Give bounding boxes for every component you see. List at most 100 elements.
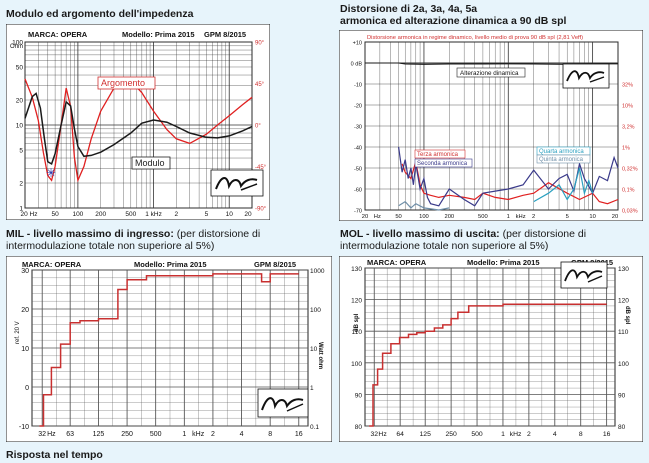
mil-x-tick: 125 [93, 431, 105, 438]
distortion-second-line [398, 146, 619, 207]
mol-y-right-tick: 130 [618, 266, 629, 273]
audio-review-logo-icon [562, 63, 610, 89]
impedance-caption: Modulo ed argomento dell'impedenza [6, 8, 194, 20]
mol-caption-rest: (per distorsione di intermodulazione tot… [340, 228, 587, 252]
mil-x-tick: 500 [150, 431, 162, 438]
distortion-x-tick: 20 [612, 214, 618, 220]
impedance-x-tick: 20 Hz [21, 211, 38, 218]
mil-x-tick: 63 [66, 431, 74, 438]
impedance-series-label-modulo: Modulo [131, 156, 171, 170]
mol-caption-bold: MOL - livello massimo di uscita: [340, 228, 500, 240]
impedance-tick-labels: 100 50 20 10 5 2 1 90° 45° 0° -45° -90° 20 Hz 50 100 20… [12, 40, 267, 219]
mol-model: Modello: Prima 2015 [467, 258, 540, 267]
impedance-y-tick: 2 [19, 181, 23, 188]
audio-review-logo-icon [210, 169, 264, 197]
impedance-series [24, 78, 253, 183]
mil-series [39, 273, 299, 427]
impedance-x-tick: 10 [226, 211, 234, 218]
distortion-label-fourth: Quarta armonica [536, 146, 591, 156]
impedance-series-label-argomento: Argomento [97, 76, 156, 90]
distortion-x-tick: 100 [419, 214, 429, 220]
audio-review-logo-icon [560, 261, 608, 289]
impedance-modulus-line [24, 92, 253, 165]
distortion-label-fifth: Quinta armonica [536, 154, 591, 164]
impedance-chart: MARCA: OPERA Modello: Prima 2015 GPM 8/2… [6, 24, 270, 220]
impedance-y-tick: 50 [16, 64, 24, 71]
mil-level-line [39, 273, 299, 427]
distortion-y-right-tick: 0,03% [622, 209, 638, 215]
distortion-x-tick: 2 [532, 214, 535, 220]
distortion-y-right-tick: 10% [622, 104, 633, 110]
mil-y-tick: -10 [19, 424, 29, 431]
distortion-label-dynamic: Alterazione dinamica [456, 67, 526, 78]
mil-gpm: GPM 8/2015 [254, 260, 296, 269]
mol-level-line [369, 303, 607, 427]
impedance-y-tick: 5 [19, 147, 23, 154]
mil-y-right-tick: 10 [310, 346, 318, 353]
distortion-chart: Distorsione armonica in regime dinamico,… [339, 30, 643, 221]
impedance-x-tick: 500 [125, 211, 136, 218]
svg-text:Modulo: Modulo [135, 158, 165, 168]
distortion-y-tick: -30 [354, 125, 362, 131]
impedance-y-tick: 20 [16, 98, 24, 105]
mil-y-tick: 10 [21, 346, 29, 353]
mil-x-tick: 16 [295, 431, 303, 438]
mol-y-tick: 130 [351, 266, 362, 273]
mil-y-right-tick: 100 [310, 307, 321, 314]
mil-brand: MARCA: OPERA [22, 260, 82, 269]
mol-x-tick: 64 [396, 431, 404, 438]
mol-series [369, 303, 607, 427]
mil-model: Modello: Prima 2015 [134, 260, 207, 269]
mil-y-tick: 20 [21, 307, 29, 314]
mol-y-right-tick: 110 [618, 329, 629, 336]
mol-caption: MOL - livello massimo di uscita: (per di… [340, 228, 640, 252]
mil-grid [31, 269, 309, 427]
distortion-y-right-tick: 0,32% [622, 167, 638, 173]
mol-y-right-tick: 90 [618, 392, 626, 399]
distortion-y-right-tick: 32% [622, 83, 633, 89]
impedance-brand: MARCA: OPERA [28, 30, 88, 39]
distortion-y-tick: -10 [354, 83, 362, 89]
footer-caption: Risposta nel tempo [6, 449, 103, 461]
audio-review-logo-icon [257, 388, 309, 418]
svg-text:Seconda armonica: Seconda armonica [417, 161, 468, 167]
distortion-fifth-line [398, 200, 450, 211]
distortion-label-third: Terza armonica [414, 149, 466, 159]
distortion-x-tick: Hz [374, 214, 381, 220]
mol-chart: MARCA: OPERA Modello: Prima 2015 GPM 8/2… [339, 256, 643, 442]
mil-x-tick: 2 [211, 431, 215, 438]
mil-caption-bold: MIL - livello massimo di ingresso: [6, 228, 174, 240]
mol-x-tick: 8 [579, 431, 583, 438]
impedance-gpm: GPM 8/2015 [204, 30, 246, 39]
mil-x-tick: 8 [268, 431, 272, 438]
distortion-caption-line2: armonica ed alterazione dinamica a 90 dB… [340, 15, 567, 27]
impedance-y-right-tick: -45° [255, 165, 267, 171]
distortion-y-tick: -20 [354, 104, 362, 110]
impedance-y-right-tick: 0° [255, 124, 261, 130]
mol-y-right-tick: 80 [618, 424, 626, 431]
impedance-y-right-tick: 90° [255, 41, 265, 47]
svg-text:Alterazione dinamica: Alterazione dinamica [460, 70, 519, 77]
mil-x-tick: 4 [240, 431, 244, 438]
mil-y-tick: 0 [25, 385, 29, 392]
distortion-y-tick: 0 dB [351, 62, 363, 68]
svg-text:Quarta armonica: Quarta armonica [539, 149, 584, 155]
impedance-y-right-tick: 45° [255, 82, 265, 88]
svg-text:Argomento: Argomento [101, 78, 145, 88]
distortion-x-tick: 500 [478, 214, 488, 220]
svg-text:Terza armonica: Terza armonica [417, 152, 459, 158]
distortion-y-right-tick: 0,1% [622, 188, 635, 194]
mol-y-tick: 110 [352, 329, 363, 336]
distortion-y-tick: -50 [354, 167, 362, 173]
mol-x-tick: 500 [471, 431, 483, 438]
mol-y-right-tick: 100 [618, 361, 629, 368]
impedance-y-right-tick: -90° [255, 207, 267, 213]
mil-x-tick: 1 [182, 431, 186, 438]
mol-x-tick: 4 [553, 431, 557, 438]
impedance-y-tick: 1 [19, 206, 23, 213]
distortion-y-tick: -70 [354, 209, 362, 215]
mil-chart: MARCA: OPERA Modello: Prima 2015 GPM 8/2… [6, 256, 332, 442]
impedance-x-tick: 200 [95, 211, 106, 218]
impedance-x-tick: 1 kHz [145, 211, 162, 218]
